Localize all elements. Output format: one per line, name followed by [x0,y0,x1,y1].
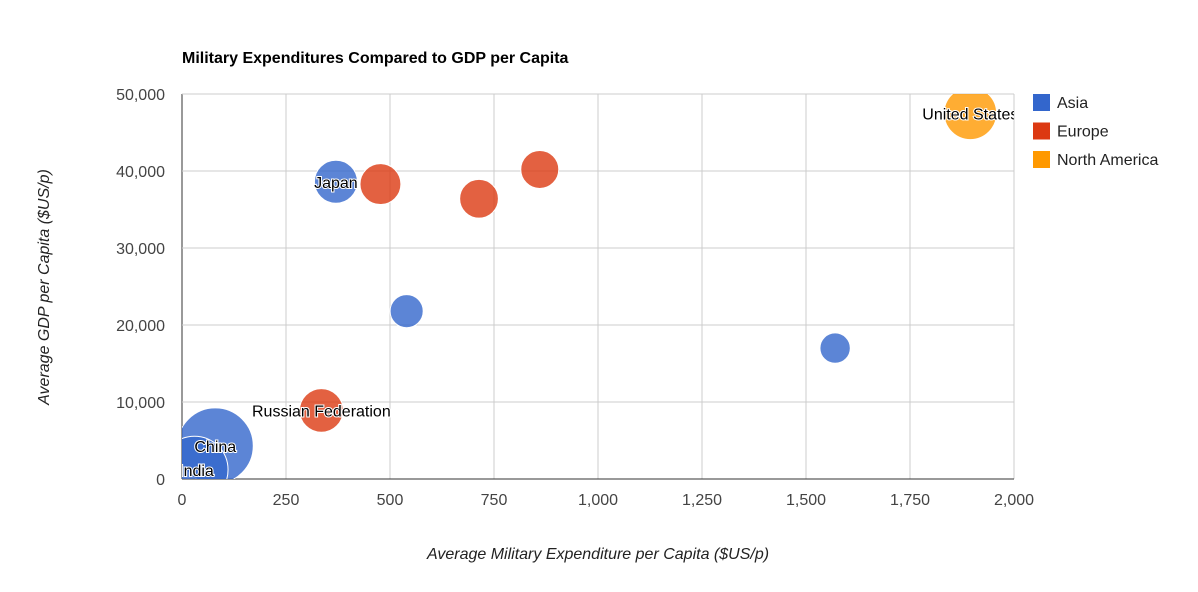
bubble-asia-3[interactable] [389,294,424,329]
legend-label-asia: Asia [1057,95,1088,112]
x-tick-label: 0 [178,492,187,509]
bubble-europe-7[interactable] [459,178,499,219]
y-axis-title: Average GDP per Capita ($US/p) [36,169,53,406]
bubble-united-states[interactable] [943,87,998,141]
bubble-label-layer: China India Japan Russian Federation United … [179,105,1018,481]
legend-swatch-europe [1033,122,1050,140]
y-tick-label: 30,000 [116,241,165,258]
x-axis-tick-labels: 0 250 500 750 1,000 1,250 1,500 1,750 2,000 [178,492,1035,509]
x-axis-title: Average Military Expenditure per Capita … [426,546,769,563]
y-tick-label: 20,000 [116,318,165,335]
legend-swatch-north-america [1033,151,1050,168]
bubble-label-japan: Japan [314,175,358,192]
y-tick-label: 0 [156,472,165,489]
legend-label-north-america: North America [1057,152,1158,169]
bubble-label-united-states: United States [922,106,1018,123]
x-tick-label: 500 [377,492,404,509]
x-tick-label: 1,000 [578,492,618,509]
legend-label-europe: Europe [1057,124,1109,141]
y-tick-label: 50,000 [116,87,165,104]
legend-swatch-asia [1033,94,1050,111]
bubble-japan[interactable] [313,159,358,204]
x-tick-label: 1,750 [890,492,930,509]
y-axis-tick-labels: 0 10,000 20,000 30,000 40,000 50,000 [116,87,165,489]
y-tick-label: 40,000 [116,164,165,181]
bubble-label-india: India [179,463,214,480]
bubble-russian-federation[interactable] [299,388,344,433]
x-tick-label: 250 [273,492,300,509]
bubble-europe-8[interactable] [520,149,560,189]
legend: Asia Europe North America [1033,94,1158,169]
x-tick-label: 2,000 [994,492,1034,509]
bubble-layer [161,87,998,503]
chart-title: Military Expenditures Compared to GDP pe… [182,50,569,67]
bubble-europe-6[interactable] [359,163,402,206]
x-tick-label: 1,500 [786,492,826,509]
x-tick-label: 750 [481,492,508,509]
bubble-label-china: China [194,439,236,456]
bubble-india[interactable] [161,435,229,503]
y-tick-label: 10,000 [116,395,165,412]
bubble-label-russian-federation: Russian Federation [252,403,391,420]
x-tick-label: 1,250 [682,492,722,509]
bubble-asia-4[interactable] [819,332,851,364]
